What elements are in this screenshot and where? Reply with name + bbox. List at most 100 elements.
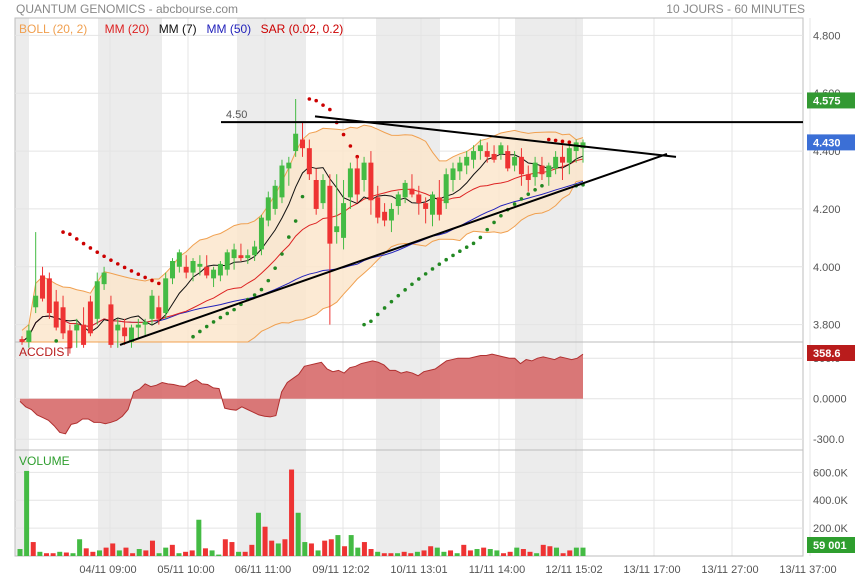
candle — [176, 249, 182, 273]
sar-dot — [403, 288, 407, 292]
sar-dot — [266, 278, 271, 283]
x-tick-label: 06/11 11:00 — [235, 564, 291, 576]
candle — [429, 191, 435, 227]
sar-dot — [540, 183, 544, 188]
candle — [46, 272, 52, 319]
bollinger-lower-line — [22, 179, 584, 343]
sar-dot — [369, 319, 373, 324]
candle — [539, 156, 545, 180]
candle — [19, 336, 25, 345]
volume-tick-label: 600.0K — [813, 467, 849, 479]
candle — [484, 142, 490, 163]
candle — [252, 240, 258, 261]
sar-dot — [499, 213, 503, 218]
sar-dot — [458, 249, 462, 253]
volume-bar — [77, 539, 83, 556]
volume-bar — [17, 549, 23, 556]
sar-dot — [533, 187, 537, 192]
sar-dot — [293, 219, 298, 223]
candle — [409, 174, 415, 198]
sar-dot — [451, 253, 455, 258]
candle — [553, 151, 559, 175]
candle — [354, 156, 360, 204]
candle — [443, 168, 449, 209]
candle — [231, 243, 237, 270]
candle — [115, 318, 121, 348]
volume-bar — [335, 535, 341, 556]
sar-dot — [328, 107, 332, 112]
sar-dot — [143, 275, 147, 280]
volume-bar — [467, 550, 473, 556]
volume-bar — [328, 539, 334, 556]
candles — [19, 99, 586, 354]
candle — [416, 185, 422, 215]
sar-dot — [444, 257, 448, 262]
volume-bar — [196, 519, 202, 556]
last-price-badge: 4.430 — [807, 134, 855, 151]
candle — [471, 145, 477, 169]
volume-bar — [236, 551, 242, 556]
svg-text:4.575: 4.575 — [813, 95, 841, 107]
volume-panel-title: VOLUME — [19, 454, 70, 468]
sar-dot — [259, 287, 264, 292]
session-shade — [376, 450, 440, 556]
volume-bar — [560, 553, 566, 556]
volume-bar — [302, 542, 308, 556]
sar-dot — [464, 245, 469, 249]
volume-bar — [474, 549, 480, 556]
candle — [67, 324, 73, 354]
volume-bar — [275, 543, 281, 556]
candle — [334, 174, 340, 244]
x-tick-label: 04/11 09:00 — [79, 564, 136, 576]
candle — [382, 203, 388, 227]
candle — [94, 272, 100, 325]
volume-bar — [368, 549, 374, 556]
sar-dot — [129, 269, 134, 273]
volume-bar — [567, 550, 573, 556]
sar-dot — [211, 320, 216, 324]
volume-bar — [414, 551, 420, 556]
candle — [183, 255, 189, 279]
legend-entry: MM (20) — [105, 22, 150, 36]
candle — [518, 148, 524, 186]
candle — [33, 232, 39, 314]
candle — [375, 185, 381, 224]
volume-bar — [90, 551, 96, 556]
volume-bar — [375, 551, 381, 556]
volume-bar — [169, 544, 175, 556]
volume-bar — [123, 547, 129, 556]
candle — [122, 318, 128, 345]
candle — [512, 151, 518, 172]
candle — [450, 162, 456, 192]
volume-bar — [454, 553, 460, 556]
legend-entry: MM (7) — [159, 22, 197, 36]
volume-bar — [189, 550, 195, 556]
candle — [423, 197, 429, 224]
volume-bar — [249, 544, 255, 556]
sar-dot — [81, 241, 86, 246]
volume-bar — [322, 540, 328, 556]
candle — [142, 318, 148, 337]
candle — [279, 159, 285, 204]
volume-bar — [408, 553, 414, 556]
candle — [573, 139, 579, 163]
volume-bar — [143, 550, 149, 556]
candle — [320, 174, 326, 209]
candle — [300, 122, 305, 157]
volume-bar — [116, 550, 122, 556]
volume-bar — [534, 553, 540, 556]
volume-tick-label: 400.0K — [813, 495, 849, 507]
candle — [457, 156, 463, 180]
volume-bar — [229, 542, 235, 556]
sar-dot — [115, 262, 120, 266]
volume-bar — [96, 550, 102, 556]
volume-bar — [401, 551, 407, 556]
candle — [341, 180, 347, 250]
volume-bar — [348, 535, 354, 556]
sar-dot — [410, 282, 414, 287]
volume-bar — [448, 550, 454, 556]
candle — [327, 174, 333, 325]
sar-dot — [437, 262, 442, 267]
candle — [491, 145, 497, 163]
